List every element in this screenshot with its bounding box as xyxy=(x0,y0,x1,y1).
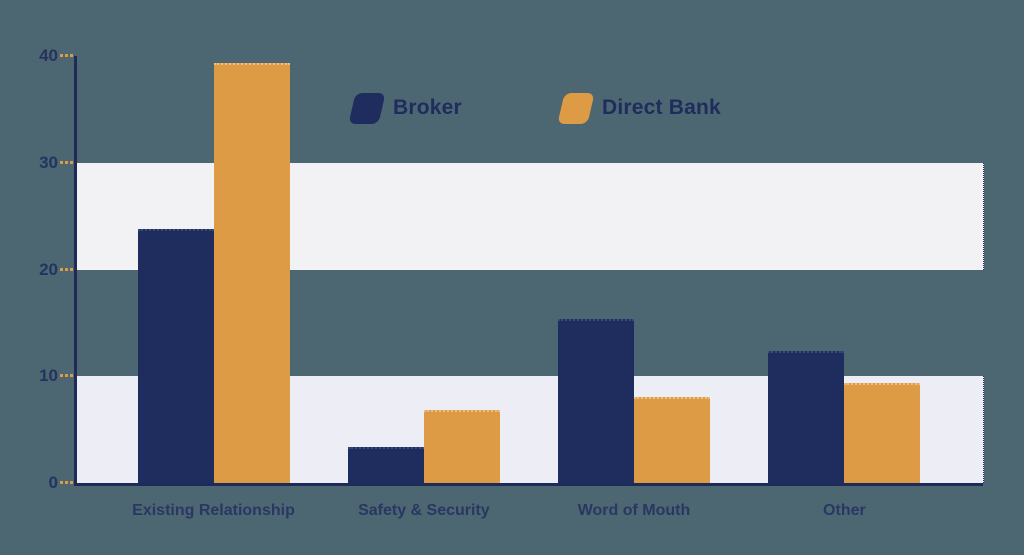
y-axis-tick-dash-20 xyxy=(60,267,73,271)
bar-broker-existing-relationship xyxy=(137,228,214,483)
y-axis-tick-label-10: 10 xyxy=(39,366,58,386)
x-axis-category-label: Other xyxy=(823,502,866,519)
y-axis-tick-label-40: 40 xyxy=(39,46,58,65)
y-axis-tick-dash-30 xyxy=(60,160,73,164)
legend-label-direct-bank: Direct Bank xyxy=(602,96,721,119)
direct-bank-color-swatch-icon xyxy=(557,92,595,124)
x-axis-category-label: Word of Mouth xyxy=(577,502,691,519)
bar-broker-other xyxy=(768,350,845,483)
y-axis-line xyxy=(74,56,77,486)
y-axis-tick-dash-10 xyxy=(60,374,73,378)
legend-item-direct-bank: Direct Bank xyxy=(557,92,721,124)
bar-direct-bank-other xyxy=(844,382,921,483)
y-axis-tick-dash-40 xyxy=(60,54,73,57)
legend-label-broker: Broker xyxy=(393,96,462,119)
x-axis-category-label: Existing Relationship xyxy=(132,502,295,519)
bar-direct-bank-word-of-mouth xyxy=(634,396,710,483)
x-axis-line xyxy=(74,483,983,486)
bar-broker-safety-security xyxy=(347,446,424,483)
bar-direct-bank-existing-relationship xyxy=(213,63,290,483)
y-axis-tick-label-20: 20 xyxy=(39,259,58,279)
y-axis-tick-label-30: 30 xyxy=(39,152,58,172)
broker-color-swatch-icon xyxy=(348,92,386,124)
legend-item-broker: Broker xyxy=(348,92,462,124)
bar-broker-word-of-mouth xyxy=(558,318,634,483)
y-axis-tick-label-0: 0 xyxy=(48,473,58,492)
bar-direct-bank-safety-security xyxy=(423,410,500,483)
x-axis-category-label: Safety & Security xyxy=(358,502,490,519)
y-axis-tick-dash-0 xyxy=(60,481,73,484)
